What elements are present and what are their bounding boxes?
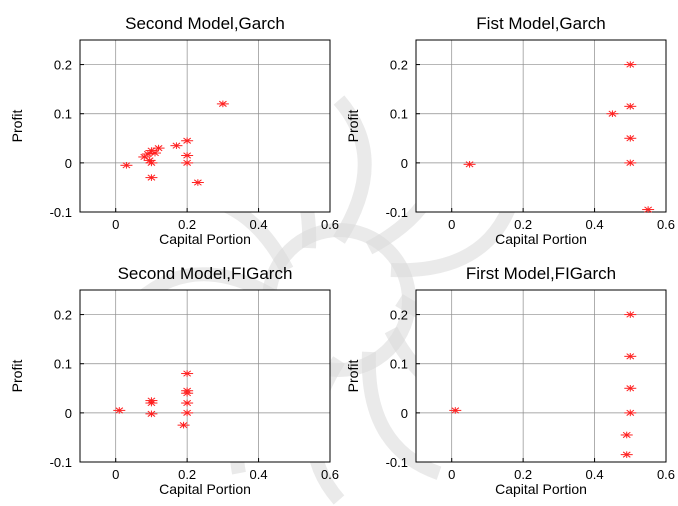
x-tick-label: 0 [448,217,455,232]
data-point [152,144,165,152]
data-point [624,409,637,417]
x-tick-label: 0.6 [321,467,339,482]
y-axis-label: Profit [9,110,25,143]
x-tick-label: 0.4 [250,467,268,482]
data-point [181,152,194,159]
data-point [145,174,158,181]
x-tick-label: 0 [112,217,119,232]
subplot-4: 0 0.2 0.4 0.6 -0.1 0 0.1 0.2 First Model,FIGarch… [345,264,675,497]
data-point [463,161,476,168]
data-point [170,142,183,149]
axes-frame [415,289,667,463]
x-axis-label: Capital Portion [159,481,251,497]
data-point [141,150,154,158]
data-point [624,61,637,68]
y-tick-label: 0.1 [390,357,408,372]
data-point [181,409,194,417]
data-point [624,353,637,360]
axes-frame [79,289,331,463]
x-tick-label: 0.6 [657,467,675,482]
subplot-title: Second Model,Garch [125,14,285,33]
data-point [181,159,194,167]
x-tick-label: 0 [448,467,455,482]
y-tick-label: 0.2 [390,58,408,73]
axes-frame [415,39,667,213]
y-tick-label: 0.2 [390,308,408,323]
x-axis-label: Capital Portion [495,481,587,497]
data-point [181,399,194,407]
y-tick-label: -0.1 [386,455,408,470]
data-point [191,179,204,186]
data-point [145,399,158,407]
subplot-grid: 0 0.2 0.4 0.6 -0.1 0 0.1 0.2 Second Model,Garch C… [9,14,675,497]
data-point [181,389,194,397]
data-point [113,407,126,414]
data-point [606,110,619,118]
x-tick-label: 0.6 [657,217,675,232]
data-point [449,407,462,414]
data-point [177,421,190,429]
data-point [216,100,229,108]
x-axis-label: Capital Portion [495,231,587,247]
data-point [620,451,633,458]
y-tick-label: 0.1 [54,107,72,122]
data-point [620,431,633,439]
x-tick-label: 0 [112,467,119,482]
data-point [624,384,637,392]
data-point [624,311,637,318]
data-point [120,162,133,169]
x-tick-label: 0.6 [321,217,339,232]
subplot-1: 0 0.2 0.4 0.6 -0.1 0 0.1 0.2 Second Model,Garch C… [9,14,339,247]
y-tick-label: 0 [65,406,72,421]
plot-area [80,40,330,212]
y-tick-label: 0.2 [54,58,72,73]
y-tick-label: 0 [401,156,408,171]
x-tick-label: 0.2 [514,467,532,482]
x-tick-label: 0.4 [586,467,604,482]
data-point [145,410,158,418]
x-tick-label: 0.2 [178,217,196,232]
subplot-3: 0 0.2 0.4 0.6 -0.1 0 0.1 0.2 Second Model,FIGarc… [9,264,339,497]
data-point [642,206,655,213]
x-tick-label: 0.2 [514,217,532,232]
x-axis-label: Capital Portion [159,231,251,247]
data-point [624,103,637,110]
y-axis-label: Profit [9,360,25,393]
plot-area [80,290,330,462]
data-point [145,159,158,167]
data-point [181,370,194,377]
y-tick-label: -0.1 [50,205,72,220]
y-tick-label: 0 [401,406,408,421]
data-point [624,134,637,142]
y-tick-label: 0 [65,156,72,171]
y-tick-label: 0.1 [54,357,72,372]
x-tick-label: 0.4 [250,217,268,232]
subplot-title: Second Model,FIGarch [118,264,293,283]
y-tick-label: -0.1 [50,455,72,470]
subplot-2: 0 0.2 0.4 0.6 -0.1 0 0.1 0.2 Fist Model,Garch Cap… [345,14,675,247]
data-point [181,137,194,145]
y-axis-label: Profit [345,360,361,393]
y-tick-label: -0.1 [386,205,408,220]
plot-area [416,40,666,212]
y-tick-label: 0.2 [54,308,72,323]
axes-frame [79,39,331,213]
x-tick-label: 0.4 [586,217,604,232]
x-tick-label: 0.2 [178,467,196,482]
subplot-title: First Model,FIGarch [466,264,616,283]
data-point [624,159,637,167]
y-axis-label: Profit [345,110,361,143]
subplot-title: Fist Model,Garch [476,14,605,33]
y-tick-label: 0.1 [390,107,408,122]
